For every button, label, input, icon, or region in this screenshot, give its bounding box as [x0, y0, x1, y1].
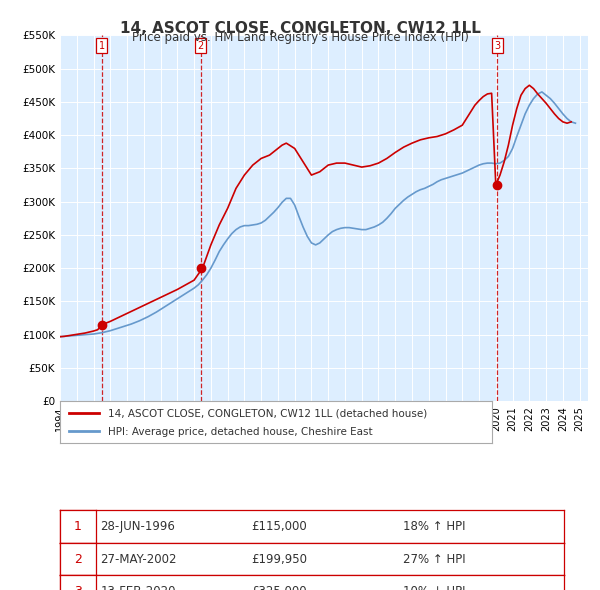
Text: 3: 3: [494, 41, 500, 51]
Text: 14, ASCOT CLOSE, CONGLETON, CW12 1LL (detached house): 14, ASCOT CLOSE, CONGLETON, CW12 1LL (de…: [107, 409, 427, 418]
Text: 2: 2: [74, 552, 82, 566]
Text: 18% ↑ HPI: 18% ↑ HPI: [403, 520, 465, 533]
Text: £199,950: £199,950: [251, 552, 308, 566]
Text: 14, ASCOT CLOSE, CONGLETON, CW12 1LL: 14, ASCOT CLOSE, CONGLETON, CW12 1LL: [119, 21, 481, 35]
Text: 27-MAY-2002: 27-MAY-2002: [100, 552, 177, 566]
Text: £115,000: £115,000: [251, 520, 307, 533]
Text: 13-FEB-2020: 13-FEB-2020: [100, 585, 176, 590]
Text: 1: 1: [74, 520, 82, 533]
Text: 28-JUN-1996: 28-JUN-1996: [100, 520, 175, 533]
Text: 1: 1: [99, 41, 105, 51]
Text: 27% ↑ HPI: 27% ↑ HPI: [403, 552, 466, 566]
Text: HPI: Average price, detached house, Cheshire East: HPI: Average price, detached house, Ches…: [107, 427, 372, 437]
Text: 2: 2: [197, 41, 204, 51]
Text: 3: 3: [74, 585, 82, 590]
Text: 10% ↓ HPI: 10% ↓ HPI: [403, 585, 465, 590]
Text: Price paid vs. HM Land Registry's House Price Index (HPI): Price paid vs. HM Land Registry's House …: [131, 31, 469, 44]
Text: £325,000: £325,000: [251, 585, 307, 590]
